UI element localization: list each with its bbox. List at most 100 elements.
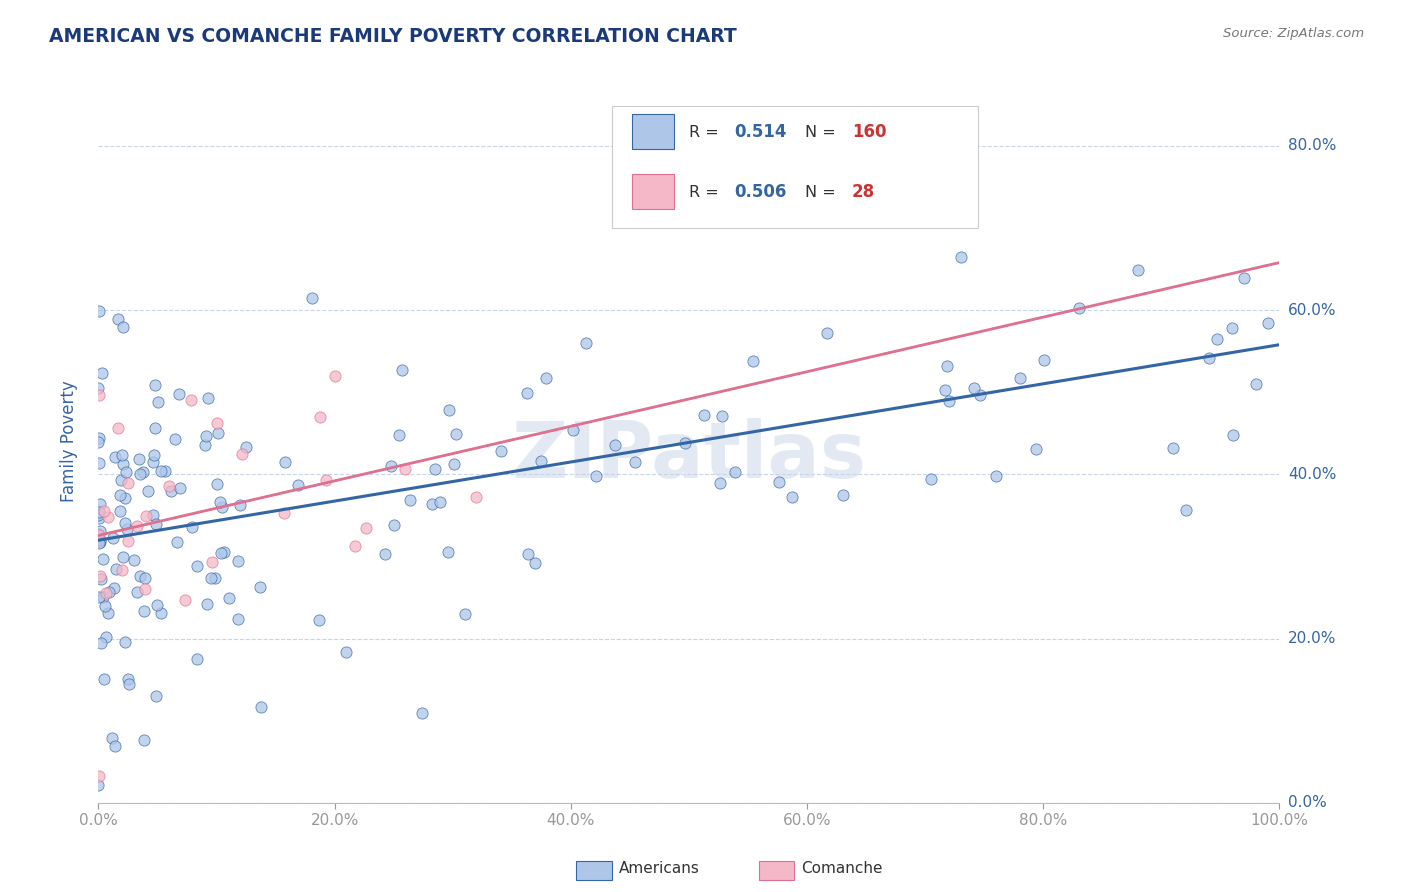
Point: [287, 478, 309, 492]
Point: [382, 518, 405, 533]
FancyBboxPatch shape: [633, 114, 673, 149]
Point: [93, 503, 115, 517]
FancyBboxPatch shape: [633, 174, 673, 209]
Point: [135, 509, 157, 524]
Point: [128, 568, 150, 582]
Point: [205, 477, 228, 491]
Point: [439, 403, 461, 417]
Point: [231, 447, 253, 461]
Text: ZIPatlas: ZIPatlas: [512, 418, 866, 494]
Point: [429, 494, 451, 508]
Point: [93, 673, 115, 687]
Point: [94, 599, 117, 614]
Text: N =: N =: [804, 125, 841, 140]
Text: 28: 28: [852, 183, 875, 202]
Point: [411, 706, 433, 720]
Point: [122, 553, 145, 567]
Point: [146, 598, 169, 612]
Point: [335, 645, 357, 659]
Point: [104, 739, 127, 753]
Text: 0.506: 0.506: [734, 183, 786, 202]
Point: [87, 431, 110, 445]
Point: [920, 472, 942, 486]
Text: 60.0%: 60.0%: [1288, 302, 1336, 318]
Point: [1257, 316, 1279, 330]
Text: 0.514: 0.514: [734, 123, 786, 141]
Point: [724, 465, 747, 479]
Point: [536, 371, 558, 385]
FancyBboxPatch shape: [612, 105, 979, 228]
Point: [107, 420, 129, 434]
Point: [436, 545, 458, 559]
Point: [200, 571, 222, 585]
Point: [111, 448, 134, 462]
Point: [91, 552, 114, 566]
Point: [1174, 503, 1197, 517]
Point: [837, 171, 859, 186]
Point: [1198, 351, 1220, 366]
Point: [832, 488, 855, 502]
Point: [153, 464, 176, 478]
Point: [87, 504, 110, 518]
Point: [205, 417, 228, 431]
Point: [211, 500, 233, 514]
Point: [180, 393, 202, 408]
Point: [125, 585, 148, 599]
Text: N =: N =: [804, 185, 841, 200]
Point: [145, 690, 167, 704]
Point: [195, 597, 218, 611]
Point: [623, 455, 645, 469]
Point: [87, 435, 110, 450]
Point: [132, 604, 155, 618]
Point: [103, 582, 125, 596]
Point: [128, 467, 150, 482]
Point: [125, 519, 148, 533]
Point: [489, 444, 512, 458]
Point: [1206, 332, 1229, 346]
Point: [201, 555, 224, 569]
Point: [169, 481, 191, 495]
Point: [87, 381, 110, 395]
Point: [108, 488, 131, 502]
Point: [132, 733, 155, 747]
Text: Source: ZipAtlas.com: Source: ZipAtlas.com: [1223, 27, 1364, 40]
Text: 160: 160: [852, 123, 886, 141]
Point: [87, 528, 110, 542]
Point: [142, 448, 165, 462]
Point: [87, 535, 110, 549]
Point: [969, 388, 991, 402]
Point: [96, 630, 118, 644]
Point: [197, 391, 219, 405]
Point: [226, 554, 249, 568]
Point: [167, 387, 190, 401]
Point: [308, 614, 330, 628]
Point: [963, 381, 986, 395]
Point: [186, 652, 208, 666]
Point: [1161, 441, 1184, 455]
Point: [112, 458, 135, 472]
Point: [673, 436, 696, 450]
Point: [301, 291, 323, 305]
Point: [91, 367, 114, 381]
Point: [111, 319, 134, 334]
Point: [104, 562, 127, 576]
Point: [575, 335, 598, 350]
Text: 20.0%: 20.0%: [1288, 632, 1336, 646]
Text: Americans: Americans: [619, 862, 700, 876]
Point: [186, 559, 208, 574]
Point: [90, 572, 112, 586]
Point: [114, 516, 136, 530]
Point: [935, 359, 957, 374]
Point: [603, 438, 626, 452]
Point: [89, 569, 111, 583]
Point: [104, 450, 127, 465]
Point: [111, 563, 134, 577]
Point: [101, 731, 124, 746]
Point: [115, 465, 138, 479]
Point: [1220, 321, 1243, 335]
Point: [212, 545, 235, 559]
Point: [308, 410, 330, 425]
Point: [218, 591, 240, 606]
Point: [163, 432, 186, 446]
Point: [90, 636, 112, 650]
